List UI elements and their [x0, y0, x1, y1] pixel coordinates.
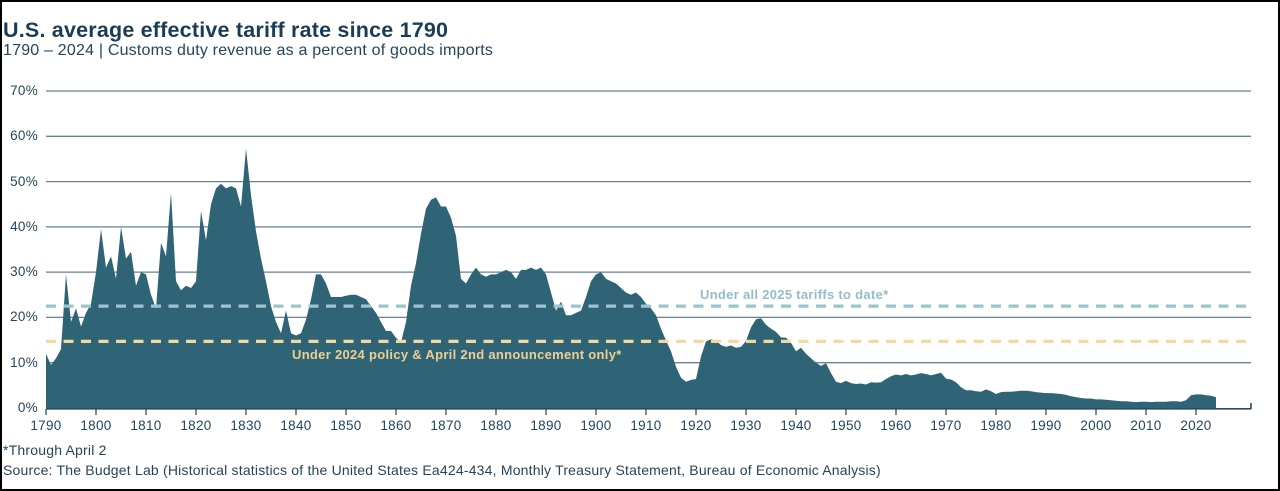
- y-axis-label-20: 20%: [10, 309, 38, 325]
- y-axis-label-0: 0%: [17, 400, 38, 415]
- area-series: [46, 148, 1216, 408]
- footnote-through-april-2: *Through April 2: [3, 442, 107, 458]
- x-axis-label-1940: 1940: [780, 418, 812, 433]
- x-axis: [45, 403, 1252, 415]
- x-axis-label-1900: 1900: [580, 418, 612, 433]
- x-axis-label-1970: 1970: [930, 418, 962, 433]
- x-axis-label-1860: 1860: [380, 418, 412, 433]
- x-axis-label-1960: 1960: [880, 418, 912, 433]
- x-axis-label-1800: 1800: [80, 418, 112, 433]
- annotation-2024-policy-label: Under 2024 policy & April 2nd announceme…: [292, 347, 622, 362]
- x-axis-label-1840: 1840: [280, 418, 312, 433]
- x-axis-label-2000: 2000: [1080, 418, 1112, 433]
- x-axis-label-2010: 2010: [1130, 418, 1162, 433]
- x-axis-label-1790: 1790: [30, 418, 62, 433]
- chart-subtitle: 1790 – 2024 | Customs duty revenue as a …: [3, 42, 494, 59]
- annotation-2025-tariffs-label: Under all 2025 tariffs to date*: [700, 287, 889, 302]
- y-axis-label-40: 40%: [10, 218, 38, 234]
- x-axis-label-1810: 1810: [130, 418, 162, 433]
- x-axis-label-1820: 1820: [180, 418, 212, 433]
- x-axis-label-2020: 2020: [1180, 418, 1212, 433]
- x-axis-label-1890: 1890: [530, 418, 562, 433]
- x-axis-label-1830: 1830: [230, 418, 262, 433]
- x-axis-label-1950: 1950: [830, 418, 862, 433]
- y-axis-label-60: 60%: [10, 128, 38, 144]
- x-axis-label-1850: 1850: [330, 418, 362, 433]
- x-axis-label-1930: 1930: [730, 418, 762, 433]
- y-axis-label-10: 10%: [10, 354, 38, 370]
- y-axis-label-30: 30%: [10, 264, 38, 280]
- reference-lines: [46, 304, 1251, 343]
- footnote-source: Source: The Budget Lab (Historical stati…: [3, 462, 881, 478]
- x-axis-label-1910: 1910: [630, 418, 662, 433]
- chart-title: U.S. average effective tariff rate since…: [3, 18, 449, 43]
- x-axis-label-1880: 1880: [480, 418, 512, 433]
- y-axis-label-70: 70%: [10, 82, 38, 98]
- x-axis-label-1920: 1920: [680, 418, 712, 433]
- y-axis-label-50: 50%: [10, 173, 38, 189]
- x-axis-label-1980: 1980: [980, 418, 1012, 433]
- x-axis-label-1990: 1990: [1030, 418, 1062, 433]
- x-axis-label-1870: 1870: [430, 418, 462, 433]
